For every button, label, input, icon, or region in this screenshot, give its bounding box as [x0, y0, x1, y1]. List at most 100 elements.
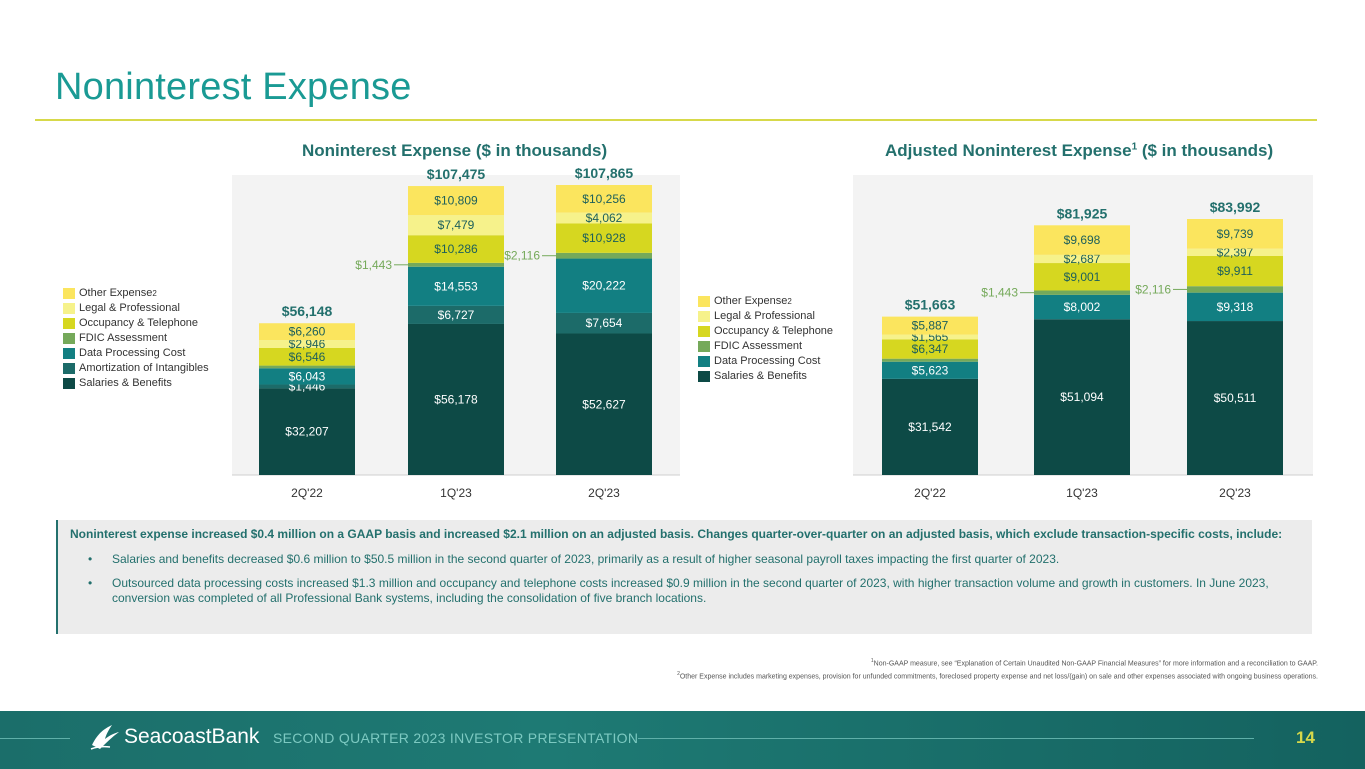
legend-label: Legal & Professional: [714, 310, 815, 322]
fdic-callout-label: $1,443: [981, 286, 1018, 300]
bar-value-label: $52,627: [582, 397, 626, 411]
bar-segment: [408, 186, 504, 216]
legend-label: Salaries & Benefits: [79, 377, 172, 389]
bar-segment: [259, 365, 355, 369]
bar-segment: [259, 340, 355, 348]
bar-segment: [408, 262, 504, 267]
footer-logo: SeacoastBank: [90, 723, 259, 751]
fdic-callout-label: $2,116: [504, 249, 540, 263]
bar-value-label: $9,001: [1064, 270, 1101, 284]
legend-swatch: [63, 333, 75, 344]
bar-segment: [1187, 248, 1283, 256]
bar-value-label: $6,347: [912, 342, 949, 356]
legend-swatch: [698, 341, 710, 352]
x-tick-label: 2Q'23: [1219, 486, 1251, 500]
summary-panel: Noninterest expense increased $0.4 milli…: [56, 520, 1312, 634]
legend-swatch: [63, 378, 75, 389]
chart-title-adjusted-sup: 1: [1131, 141, 1138, 153]
footnote-1-num: 1: [870, 658, 874, 664]
legend-swatch: [63, 363, 75, 374]
bar-value-label: $20,222: [582, 279, 626, 293]
legend-label: FDIC Assessment: [79, 332, 168, 344]
footnote-2-num: 2: [677, 671, 680, 678]
bar-value-label: $4,062: [586, 211, 623, 225]
bar-value-label: $51,094: [1060, 390, 1104, 404]
footnote-1-text: Non-GAAP measure, see “Explanation of Ce…: [873, 660, 1318, 668]
bar-total-label: $81,925: [1057, 205, 1108, 221]
bar-segment: [882, 316, 978, 335]
bar-value-label: $9,698: [1064, 233, 1101, 247]
legend-label: FDIC Assessment: [714, 340, 803, 352]
legend-swatch: [698, 296, 710, 307]
bar-segment: [259, 323, 355, 341]
bar-segment: [1034, 290, 1130, 295]
legend-item: Salaries & Benefits: [63, 376, 209, 391]
bar-segment: [882, 358, 978, 362]
legend-label: Other Expense: [714, 295, 788, 307]
legend-swatch: [63, 288, 75, 299]
bar-segment: [259, 368, 355, 385]
legend-item: FDIC Assessment: [63, 331, 209, 346]
bar-segment: [556, 333, 652, 475]
chart-title-adjusted: Adjusted Noninterest Expense1 ($ in thou…: [885, 141, 1273, 161]
footer-divider-left: [0, 738, 70, 739]
bar-value-label: $14,553: [434, 279, 478, 293]
bar-segment: [1187, 219, 1283, 249]
bar-segment: [1187, 292, 1283, 322]
footer-divider-right: [638, 738, 1254, 739]
legend-label: Occupancy & Telephone: [714, 325, 834, 337]
x-tick-label: 2Q'22: [914, 486, 946, 500]
bar-value-label: $2,687: [1064, 252, 1101, 266]
bar-value-label: $56,178: [434, 392, 478, 406]
chart-title-adjusted-text: Adjusted Noninterest Expense: [885, 141, 1132, 160]
bar-value-label: $2,397: [1217, 245, 1254, 259]
bar-segment: [408, 215, 504, 236]
bar-total-label: $83,992: [1210, 199, 1261, 215]
bar-total-label: $107,865: [575, 165, 634, 181]
bar-segment: [408, 235, 504, 263]
bar-value-label: $50,511: [1214, 391, 1257, 405]
bar-value-label: $9,739: [1217, 227, 1254, 241]
legend-gaap: Other Expense 2 Legal & Professional Occupa…: [63, 286, 209, 391]
bar-segment: [408, 266, 504, 306]
legend-label: Legal & Professional: [79, 302, 180, 314]
legend-sup: 2: [787, 297, 792, 306]
bar-segment: [1187, 286, 1283, 293]
bar-value-label: $2,946: [289, 337, 326, 351]
legend-label: Data Processing Cost: [714, 355, 821, 367]
legend-label: Other Expense: [79, 287, 153, 299]
legend-swatch: [698, 371, 710, 382]
x-tick-label: 2Q'23: [588, 486, 620, 500]
bar-segment: [556, 223, 652, 253]
legend-item: Amortization of Intangibles: [63, 361, 209, 376]
bar-segment: [408, 305, 504, 324]
summary-bullets: Salaries and benefits decreased $0.6 mil…: [70, 552, 1300, 606]
bar-segment: [1034, 225, 1130, 255]
legend-sup: 2: [152, 289, 157, 298]
bar-value-label: $32,207: [285, 425, 329, 439]
x-tick-label: 1Q'23: [1066, 486, 1098, 500]
x-tick-label: 2Q'22: [291, 486, 323, 500]
bar-value-label: $9,318: [1217, 300, 1254, 314]
legend-item: Data Processing Cost: [63, 346, 209, 361]
bar-segment: [556, 212, 652, 224]
chart-gaap: $32,207$1,446$6,043$6,546$2,946$6,260$56…: [232, 165, 1313, 500]
bar-segment: [259, 384, 355, 389]
legend-item: Other Expense 2: [63, 286, 209, 301]
summary-bullet: Salaries and benefits decreased $0.6 mil…: [70, 552, 1300, 567]
legend-label: Occupancy & Telephone: [79, 317, 199, 329]
bar-value-label: $6,260: [289, 325, 326, 339]
bar-segment: [1187, 255, 1283, 287]
chart-title-adjusted-suffix: ($ in thousands): [1137, 141, 1274, 160]
legend-swatch: [63, 348, 75, 359]
bar-segment: [1187, 321, 1283, 475]
legend-item: Legal & Professional: [63, 301, 209, 316]
bar-segment: [259, 388, 355, 475]
bar-segment: [882, 334, 978, 340]
footer-subtitle: SECOND QUARTER 2023 INVESTOR PRESENTATIO…: [273, 730, 639, 746]
bar-segment: [1034, 254, 1130, 264]
legend-swatch: [63, 303, 75, 314]
legend-label: Amortization of Intangibles: [79, 362, 209, 374]
bar-segment: [882, 378, 978, 475]
bar-segment: [1034, 263, 1130, 291]
